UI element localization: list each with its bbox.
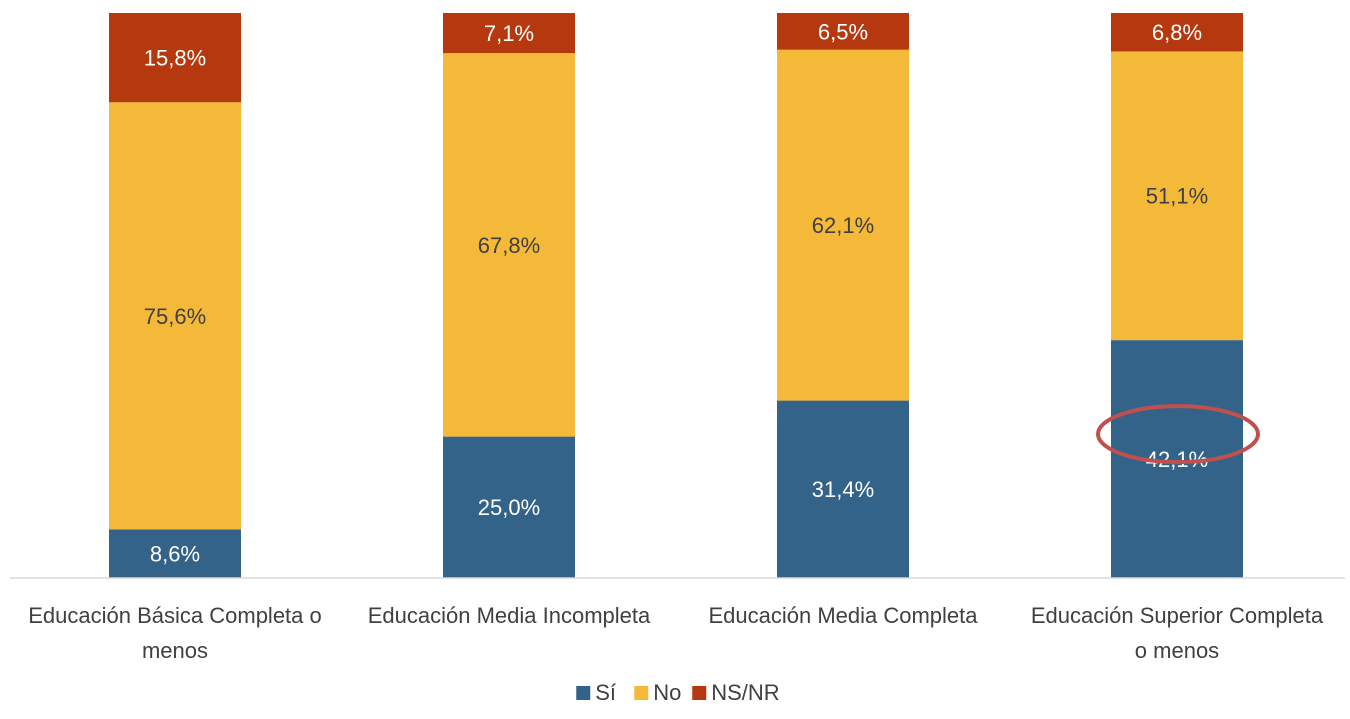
bar-segment-no-1: [109, 102, 241, 530]
legend-swatch-ns-nr: [692, 686, 707, 700]
bar-segment-ns-nr-1: [109, 13, 241, 103]
data-label: 51,1%: [1146, 184, 1208, 209]
category-label: menos: [142, 638, 208, 663]
bar-segment-s--3: [777, 400, 909, 578]
legend-label-s-: Sí: [595, 680, 616, 705]
category-label: Educación Básica Completa o: [28, 603, 322, 628]
bar-segment-ns-nr-2: [443, 13, 575, 54]
bar-segment-s--2: [443, 436, 575, 578]
bar-segment-no-4: [1111, 51, 1243, 341]
data-label: 6,8%: [1152, 20, 1202, 45]
bar-segment-ns-nr-3: [777, 13, 909, 50]
data-label: 6,5%: [818, 19, 868, 44]
data-label: 15,8%: [144, 46, 206, 71]
legend-label-no: No: [653, 680, 681, 705]
bar-segment-no-2: [443, 53, 575, 437]
bar-segment-s--1: [109, 529, 241, 578]
bar-segment-ns-nr-4: [1111, 13, 1243, 52]
data-label: 31,4%: [812, 477, 874, 502]
legend-swatch-no: [634, 686, 649, 700]
category-label: Educación Superior Completa: [1031, 603, 1324, 628]
data-label: 75,6%: [144, 304, 206, 329]
data-label: 62,1%: [812, 213, 874, 238]
highlight-ellipse: [1096, 404, 1260, 465]
category-label: Educación Media Completa: [708, 603, 978, 628]
data-label: 67,8%: [478, 233, 540, 258]
legend-swatch-s-: [576, 686, 591, 700]
data-label: 7,1%: [484, 21, 534, 46]
data-label: 25,0%: [478, 495, 540, 520]
category-label: o menos: [1135, 638, 1219, 663]
legend-label-ns-nr: NS/NR: [711, 680, 779, 705]
category-label: Educación Media Incompleta: [368, 603, 651, 628]
data-label: 8,6%: [150, 542, 200, 567]
bar-segment-no-3: [777, 49, 909, 401]
